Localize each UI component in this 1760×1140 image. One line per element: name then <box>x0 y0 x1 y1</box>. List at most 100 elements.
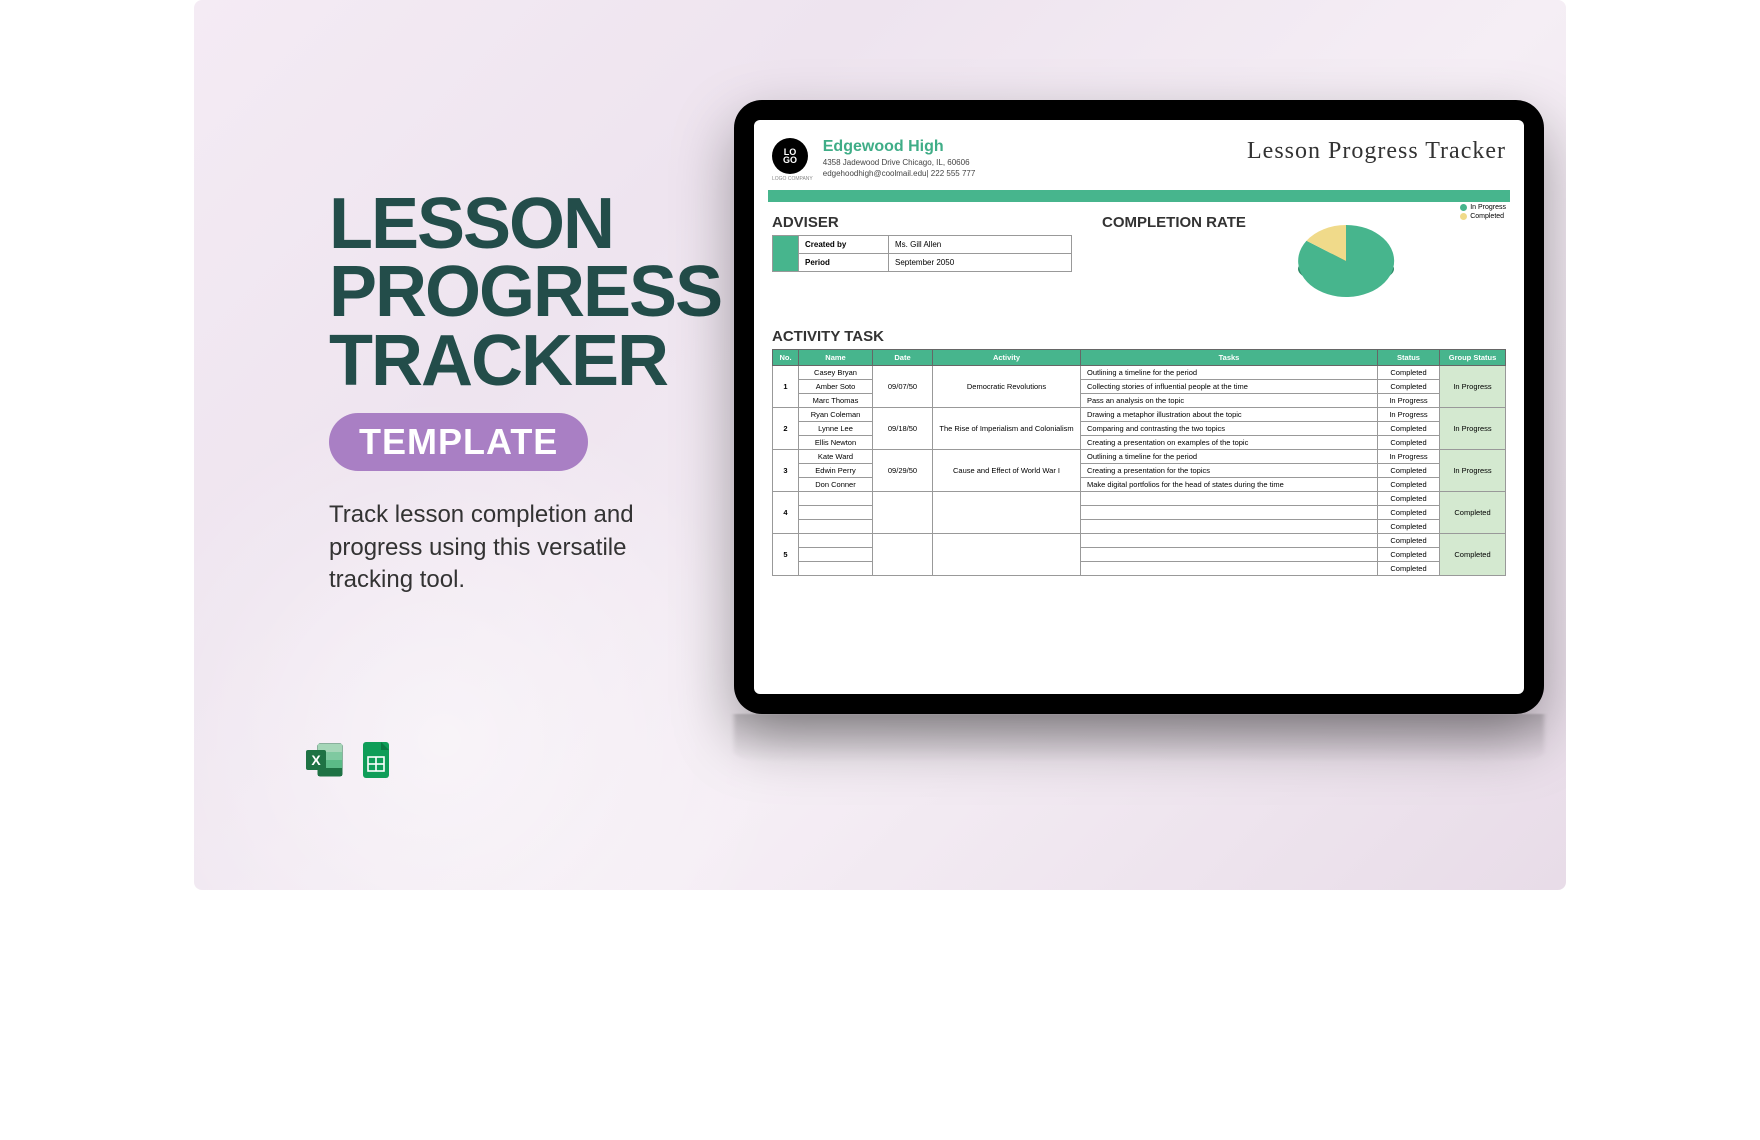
cell-date: 09/18/50 <box>873 408 933 450</box>
cell-status: Completed <box>1378 548 1440 562</box>
col-date: Date <box>873 350 933 366</box>
adviser-block: ADVISER Created by Ms. Gill Allen Period… <box>772 214 1072 272</box>
period-value: September 2050 <box>889 254 1072 272</box>
completion-block: COMPLETION RATE In Prog <box>1102 214 1506 314</box>
cell-group-status: Completed <box>1440 492 1506 534</box>
cell-status: Completed <box>1378 422 1440 436</box>
cell-task: Outlining a timeline for the period <box>1081 450 1378 464</box>
excel-icon: X <box>304 740 344 780</box>
cell-group-status: In Progress <box>1440 408 1506 450</box>
adviser-table: Created by Ms. Gill Allen Period Septemb… <box>772 235 1072 272</box>
activity-heading: ACTIVITY TASK <box>772 328 1506 345</box>
tablet-frame: LO GO LOGO COMPANY Edgewood High 4358 Ja… <box>734 100 1544 714</box>
cell-task <box>1081 534 1378 548</box>
doc-title: Lesson Progress Tracker <box>1247 138 1506 165</box>
cell-name <box>799 492 873 506</box>
cell-name: Don Conner <box>799 478 873 492</box>
cell-task <box>1081 548 1378 562</box>
logo-block: LO GO LOGO COMPANY <box>772 138 813 182</box>
cell-name: Ryan Coleman <box>799 408 873 422</box>
cell-group-status: In Progress <box>1440 450 1506 492</box>
doc-header: LO GO LOGO COMPANY Edgewood High 4358 Ja… <box>768 138 1510 182</box>
school-contact: edgehoodhigh@coolmail.edu| 222 555 777 <box>823 169 976 178</box>
cell-name: Lynne Lee <box>799 422 873 436</box>
cell-task: Collecting stories of influential people… <box>1081 380 1378 394</box>
adviser-heading: ADVISER <box>772 214 1072 231</box>
cell-name <box>799 562 873 576</box>
cell-status: Completed <box>1378 366 1440 380</box>
svg-text:X: X <box>311 752 321 768</box>
cell-status: In Progress <box>1378 394 1440 408</box>
cell-task <box>1081 562 1378 576</box>
cell-status: Completed <box>1378 464 1440 478</box>
cell-activity <box>933 534 1081 576</box>
cell-date: 09/07/50 <box>873 366 933 408</box>
cell-task <box>1081 520 1378 534</box>
cell-status: Completed <box>1378 520 1440 534</box>
tablet-reflection <box>734 714 1544 762</box>
cell-status: Completed <box>1378 562 1440 576</box>
cell-no: 5 <box>773 534 799 576</box>
sheets-icon <box>356 740 396 780</box>
cell-task: Creating a presentation on examples of t… <box>1081 436 1378 450</box>
cell-no: 2 <box>773 408 799 450</box>
left-panel: LESSON PROGRESS TRACKER TEMPLATE Track l… <box>329 190 729 596</box>
cell-date <box>873 492 933 534</box>
school-info: Edgewood High 4358 Jadewood Drive Chicag… <box>823 138 976 178</box>
cell-task: Drawing a metaphor illustration about th… <box>1081 408 1378 422</box>
table-row: 5CompletedCompleted <box>773 534 1506 548</box>
completion-heading: COMPLETION RATE <box>1102 214 1246 231</box>
cell-task: Creating a presentation for the topics <box>1081 464 1378 478</box>
legend-label-progress: In Progress <box>1470 204 1506 211</box>
table-row: 3Kate Ward09/29/50Cause and Effect of Wo… <box>773 450 1506 464</box>
col-status: Status <box>1378 350 1440 366</box>
created-by-label: Created by <box>799 236 889 254</box>
table-row: 2Ryan Coleman09/18/50The Rise of Imperia… <box>773 408 1506 422</box>
cell-status: Completed <box>1378 380 1440 394</box>
green-bar <box>768 190 1510 202</box>
title-line-2: PROGRESS <box>329 258 729 326</box>
cell-activity: Cause and Effect of World War I <box>933 450 1081 492</box>
pie-legend: In Progress Completed <box>1460 204 1506 222</box>
col-no: No. <box>773 350 799 366</box>
cell-task <box>1081 506 1378 520</box>
table-row: 1Casey Bryan09/07/50Democratic Revolutio… <box>773 366 1506 380</box>
cell-name: Amber Soto <box>799 380 873 394</box>
promo-canvas: LESSON PROGRESS TRACKER TEMPLATE Track l… <box>194 0 1566 890</box>
logo-under: LOGO COMPANY <box>772 176 813 182</box>
cell-activity: Democratic Revolutions <box>933 366 1081 408</box>
cell-status: In Progress <box>1378 408 1440 422</box>
cell-name: Kate Ward <box>799 450 873 464</box>
title-line-1: LESSON <box>329 190 729 258</box>
cell-name <box>799 506 873 520</box>
table-header-row: No. Name Date Activity Tasks Status Grou… <box>773 350 1506 366</box>
template-pill: TEMPLATE <box>329 413 588 471</box>
activity-table: No. Name Date Activity Tasks Status Grou… <box>772 349 1506 576</box>
cell-name: Marc Thomas <box>799 394 873 408</box>
title-line-3: TRACKER <box>329 327 729 395</box>
cell-status: Completed <box>1378 436 1440 450</box>
col-name: Name <box>799 350 873 366</box>
tablet-screen: LO GO LOGO COMPANY Edgewood High 4358 Ja… <box>754 120 1524 694</box>
cell-date: 09/29/50 <box>873 450 933 492</box>
legend-dot-green <box>1460 204 1467 211</box>
logo-icon: LO GO <box>772 138 808 174</box>
cell-no: 3 <box>773 450 799 492</box>
adviser-accent-cell <box>773 236 799 272</box>
promo-description: Track lesson completion and progress usi… <box>329 499 709 596</box>
cell-status: Completed <box>1378 506 1440 520</box>
cell-task: Make digital portfolios for the head of … <box>1081 478 1378 492</box>
cell-status: Completed <box>1378 492 1440 506</box>
cell-task: Comparing and contrasting the two topics <box>1081 422 1378 436</box>
legend-completed: Completed <box>1460 213 1506 220</box>
cell-activity: The Rise of Imperialism and Colonialism <box>933 408 1081 450</box>
cell-task: Pass an analysis on the topic <box>1081 394 1378 408</box>
cell-name: Edwin Perry <box>799 464 873 478</box>
legend-in-progress: In Progress <box>1460 204 1506 211</box>
col-tasks: Tasks <box>1081 350 1378 366</box>
school-address: 4358 Jadewood Drive Chicago, IL, 60606 <box>823 158 976 167</box>
app-icons: X <box>304 740 396 780</box>
cell-name: Casey Bryan <box>799 366 873 380</box>
period-label: Period <box>799 254 889 272</box>
col-activity: Activity <box>933 350 1081 366</box>
